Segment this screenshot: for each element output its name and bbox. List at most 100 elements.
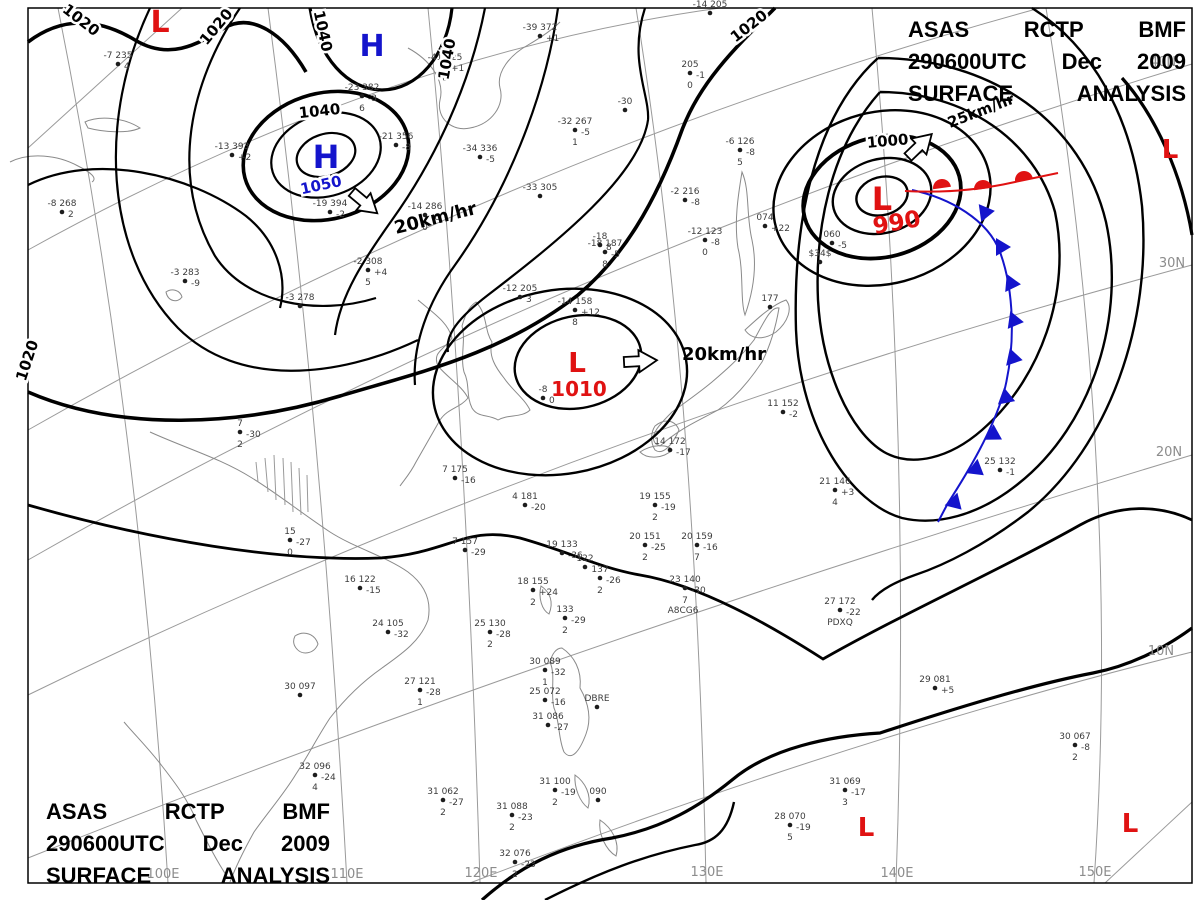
station-value: +2 [238,153,251,163]
station-dot [1072,742,1078,748]
station-plot: -14 205 [693,0,727,16]
station-dot [462,547,468,553]
station-value: -30 [691,586,706,596]
title-word: ANALYSIS [220,863,330,888]
graticule-line [427,7,481,884]
isobar-value-label: 1020 [727,6,771,46]
title-word: RCTP [164,799,225,824]
station-dot [780,409,786,415]
station-dot [762,223,768,229]
isobars [26,6,1194,900]
station-dot [522,502,528,508]
station-value: -30 [246,430,261,440]
station-plot: 25 072-16 [529,687,566,708]
isobar-ellipse [772,108,992,288]
station-value: -12 205 [503,284,538,294]
station-value: -19 [796,823,811,833]
coastline [149,431,430,883]
isobar-line [114,7,419,372]
station-dot [542,697,548,703]
station-value: -24 [321,773,336,783]
station-value: -19 [661,503,676,513]
station-value: 2 [440,808,446,818]
low-center-symbol: L [858,813,875,843]
station-value: -36 [568,551,583,561]
graticule-line [635,7,707,884]
station-plot: 074+22 [756,213,790,234]
station-value: -3 278 [285,293,314,303]
isobar-line [413,7,560,386]
low-center-symbol: L [150,5,169,40]
station-value: -29 [471,548,486,558]
longitude-label: 120E [464,866,497,881]
title-word: 2009 [1137,49,1186,74]
station-plot: 29 081+5 [919,675,954,696]
isobar-line [26,21,308,73]
terrain-hachure [298,467,302,516]
station-value: +24 [539,588,558,598]
terrain-hachure [306,474,309,513]
terrain-hachure [290,461,294,513]
station-value: +1 [451,64,464,74]
cold-front-triangle-icon [978,204,995,222]
station-dot [327,209,333,215]
station-plot: 31 100-192 [539,777,576,808]
station-value: -7 235 [103,51,132,61]
graticule-line [871,7,902,884]
station-value: 2 [530,598,536,608]
station-value: -8 [711,238,720,248]
title-line: SURFACE ANALYSIS [908,78,1186,110]
station-value: 1 [542,678,548,688]
station-dot [595,797,601,803]
isobar-value-label: 1020 [59,0,103,40]
station-value: 2 [597,586,603,596]
station-plot: -80 [539,385,555,406]
station-value: 30 067 [1059,732,1091,742]
station-value: -28 [426,688,441,698]
station-value: -18 187 [588,239,623,249]
station-value: 32 076 [499,849,531,859]
station-dot [687,70,693,76]
terrain-hachure [255,461,259,483]
station-plot: 20 151-252 [629,532,665,563]
station-value: 2 [487,640,493,650]
title-word: ASAS [908,17,970,42]
station-value: 7 [237,419,243,429]
longitude-label: 140E [880,866,913,881]
station-dot [422,212,428,218]
station-value: -17 [851,788,866,798]
station-value: 177 [761,294,778,304]
station-value: -2 [336,210,345,220]
coastline [399,299,469,487]
station-value: -39 372 [523,23,558,33]
station-plot: 30 097 [284,682,316,698]
station-dot [545,722,551,728]
warm-front-line [904,172,1059,193]
station-plot: 30 067-82 [1059,732,1091,763]
station-value: 11 152 [767,399,799,409]
title-word: BMF [1138,17,1186,42]
station-dot [365,267,371,273]
station-dot [442,63,448,69]
station-value: -5 [611,250,620,260]
station-value: 205 [681,60,698,70]
latitude-label: 30N [1159,256,1185,271]
station-plot: 20 159-167 [681,532,718,563]
coastline [744,299,790,339]
station-value: 4 181 [512,492,538,502]
station-value: 8 [606,243,612,253]
station-plot: 7 157-29 [452,537,486,558]
cold-front-line [911,189,1013,523]
fronts [904,171,1059,523]
station-dot [832,487,838,493]
station-value: -41 425 [428,53,463,63]
station-value: 8 [602,260,608,270]
center-pressure-value: 1010 [551,377,607,401]
station-dot [537,193,543,199]
title-word: SURFACE [46,863,152,888]
axis-labels: 40N 30N 20N 10N 100E 110E 120E 130E 140E 150E [146,55,1185,882]
station-dot [517,294,523,300]
station-value: 2 [237,440,243,450]
station-value: -2 308 [353,257,382,267]
